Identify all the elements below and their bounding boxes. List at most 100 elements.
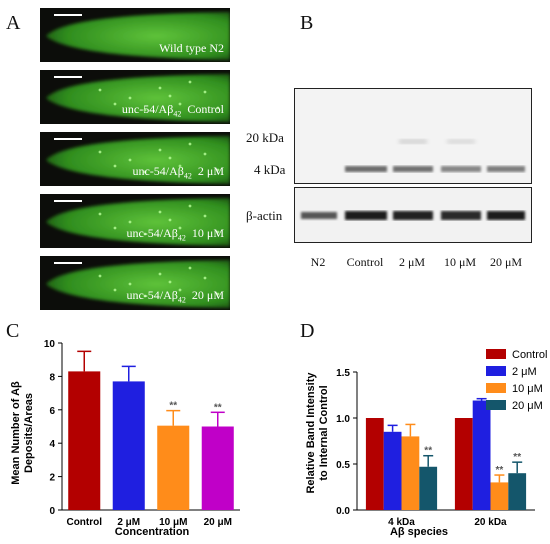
- x-tick-label: 20 kDa: [474, 517, 507, 528]
- western-blot-abeta: [294, 88, 532, 184]
- band-4kda-10um: [441, 166, 481, 172]
- abeta-deposit: [203, 90, 207, 94]
- abeta-deposit: [168, 156, 172, 160]
- band-20kda-2um: [399, 139, 427, 144]
- band-label-4kda: 4 kDa: [254, 162, 286, 177]
- panel-letter-a: A: [6, 12, 21, 34]
- abeta-deposit: [168, 280, 172, 284]
- y-tick-label: 8: [49, 372, 55, 383]
- worm-image-1: unc-54/Aβ42 Control: [40, 70, 230, 124]
- abeta-deposit: [128, 158, 132, 162]
- significance-marker: **: [424, 446, 432, 457]
- worm-image-label: unc-54/Aβ42 Control: [121, 101, 224, 118]
- significance-marker: **: [169, 401, 177, 412]
- chart-d-xlabel: Aβ species: [390, 526, 448, 538]
- chart-d-bars: ** ** **: [365, 397, 527, 510]
- worm-image-label: unc-54/Aβ42 2 μM: [132, 163, 224, 180]
- abeta-deposit: [178, 288, 182, 292]
- actin-bands: [295, 188, 531, 242]
- bar: [112, 381, 145, 510]
- lane-label: 20 μM: [489, 255, 523, 269]
- panel-letter-b: B: [300, 12, 314, 34]
- bar: [157, 425, 190, 510]
- abeta-deposit: [216, 230, 220, 234]
- y-tick-label: 6: [49, 406, 55, 417]
- abeta-deposit: [188, 204, 192, 208]
- chart-d-legend: Control 2 μM 10 μM 20 μM: [486, 349, 547, 412]
- lane-label: Control: [346, 255, 384, 269]
- y-tick-label: 10: [44, 339, 56, 350]
- abeta-deposit: [113, 226, 117, 230]
- worm-image-4: unc-54/Aβ42 20 μM: [40, 256, 230, 310]
- abeta-deposit: [216, 292, 220, 296]
- worm-body: [46, 12, 230, 60]
- abeta-deposit: [143, 108, 147, 112]
- bar: [365, 418, 384, 510]
- band-actin-n2: [301, 212, 337, 219]
- abeta-deposit: [168, 218, 172, 222]
- band-actin-control: [345, 211, 387, 220]
- chart-c-xlabel: Concentration: [115, 526, 190, 538]
- abeta-deposit: [216, 106, 220, 110]
- worm-body: [46, 260, 230, 308]
- band-4kda-2um: [393, 166, 433, 172]
- chart-c-bars: ** **: [68, 350, 234, 510]
- significance-marker: **: [513, 452, 521, 463]
- bar: [201, 426, 234, 510]
- scale-bar: [54, 76, 82, 78]
- abeta-deposit: [158, 148, 162, 152]
- scale-bar: [54, 200, 82, 202]
- significance-marker: **: [496, 465, 504, 476]
- legend-label: Control: [512, 349, 547, 361]
- abeta-deposit: [113, 102, 117, 106]
- y-tick-label: 1.5: [336, 368, 350, 379]
- chart-d-ylabel-line2: to Internal Control: [318, 385, 330, 480]
- bar: [454, 418, 473, 510]
- worm-image-label: unc-54/Aβ42 20 μM: [126, 287, 224, 304]
- abeta-deposit: [128, 96, 132, 100]
- lane-label: N2: [310, 255, 326, 269]
- abeta-bands: [295, 89, 531, 183]
- abeta-deposit: [188, 142, 192, 146]
- legend-swatch: [486, 366, 506, 376]
- chart-d-band-intensity: 0.0 0.5 1.0 1.5 ** ** ** 4 kDa 20 kDa Control 2…: [305, 349, 547, 538]
- worm-body: [46, 198, 230, 246]
- chart-c-ylabel-line1: Mean Number of Aβ: [10, 381, 22, 485]
- bar: [383, 431, 402, 510]
- abeta-deposit: [128, 220, 132, 224]
- worm-body: [46, 74, 230, 122]
- band-actin-10um: [441, 211, 481, 220]
- scale-bar: [54, 14, 82, 16]
- abeta-deposit: [158, 210, 162, 214]
- x-tick-label: 20 μM: [204, 517, 232, 528]
- abeta-deposit: [188, 80, 192, 84]
- worm-image-2: unc-54/Aβ42 2 μM: [40, 132, 230, 186]
- abeta-deposit: [143, 294, 147, 298]
- worm-image-label: unc-54/Aβ42 10 μM: [126, 225, 224, 242]
- x-tick-label: 10 μM: [159, 517, 187, 528]
- abeta-deposit: [143, 170, 147, 174]
- abeta-deposit: [178, 164, 182, 168]
- western-blot-actin: [294, 187, 532, 243]
- abeta-deposit: [98, 212, 102, 216]
- legend-swatch: [486, 400, 506, 410]
- lane-label: 2 μM: [398, 255, 426, 269]
- band-4kda-control: [345, 166, 387, 172]
- legend-label: 10 μM: [512, 383, 543, 395]
- worm-image-3: unc-54/Aβ42 10 μM: [40, 194, 230, 248]
- legend-label: 2 μM: [512, 366, 537, 378]
- abeta-deposit: [178, 102, 182, 106]
- y-tick-label: 2: [49, 473, 55, 484]
- worm-image-0: Wild type N2: [40, 8, 230, 62]
- abeta-deposit: [203, 214, 207, 218]
- band-label-actin: β-actin: [246, 208, 283, 223]
- y-tick-label: 0.0: [336, 506, 350, 517]
- abeta-deposit: [203, 276, 207, 280]
- scale-bar: [54, 138, 82, 140]
- scale-bar: [54, 262, 82, 264]
- bar: [472, 400, 491, 510]
- abeta-deposit: [168, 94, 172, 98]
- x-tick-label: Control: [66, 517, 102, 528]
- abeta-deposit: [113, 288, 117, 292]
- band-actin-20um: [487, 211, 525, 220]
